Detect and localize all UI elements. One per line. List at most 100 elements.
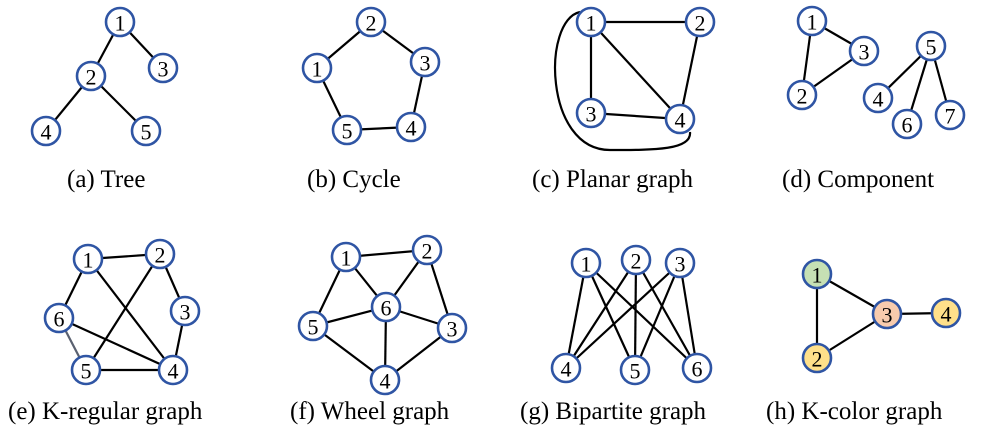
node-5: 5 <box>132 117 160 145</box>
panel-kregular: 1 2 3 4 5 6 (e) K-regular graph <box>0 220 250 441</box>
node-label: 2 <box>86 65 97 90</box>
node-label: 4 <box>941 302 952 327</box>
nodes: 1 2 3 4 5 <box>303 8 439 144</box>
node-label: 2 <box>366 11 377 36</box>
node-label: 6 <box>692 357 703 382</box>
caption-tree: (a) Tree <box>67 166 145 194</box>
node-4: 4 <box>159 356 187 384</box>
node-4: 4 <box>932 299 960 327</box>
node-label: 4 <box>561 357 572 382</box>
node-3: 3 <box>171 297 199 325</box>
node-4: 4 <box>371 366 399 394</box>
node-5: 5 <box>917 32 945 60</box>
edge-2-5 <box>635 260 636 370</box>
node-label: 1 <box>812 263 823 288</box>
node-label: 4 <box>41 120 52 145</box>
node-label: 3 <box>675 252 686 277</box>
node-5: 5 <box>72 356 100 384</box>
node-3: 3 <box>149 54 177 82</box>
node-1: 1 <box>577 8 605 36</box>
node-label: 6 <box>381 296 392 321</box>
nodes: 1 2 3 4 5 <box>32 8 177 145</box>
node-label: 4 <box>380 369 391 394</box>
node-4: 4 <box>552 354 580 382</box>
caption-kregular: (e) K-regular graph <box>8 398 202 426</box>
node-label: 1 <box>341 246 352 271</box>
node-5: 5 <box>299 312 327 340</box>
caption-bipartite: (g) Bipartite graph <box>520 398 706 426</box>
node-7: 7 <box>936 101 964 129</box>
node-label: 1 <box>807 10 818 35</box>
node-2: 2 <box>77 62 105 90</box>
node-1: 1 <box>303 54 331 82</box>
node-5: 5 <box>621 356 649 384</box>
node-label: 3 <box>180 300 191 325</box>
node-label: 6 <box>54 307 65 332</box>
node-label: 1 <box>312 57 323 82</box>
node-label: 5 <box>81 359 92 384</box>
edge-1-4 <box>88 259 173 370</box>
node-2: 2 <box>686 8 714 36</box>
panel-wheel: 1 2 3 4 5 6 (f) Wheel graph <box>250 220 500 441</box>
edges <box>59 254 185 370</box>
caption-cycle: (b) Cycle <box>307 166 401 194</box>
node-1: 1 <box>106 8 134 36</box>
node-label: 4 <box>675 108 686 133</box>
node-label: 5 <box>308 315 319 340</box>
node-label: 7 <box>945 104 956 129</box>
node-label: 2 <box>422 239 433 264</box>
node-2: 2 <box>413 236 441 264</box>
panel-planar: 1 2 3 4 (c) Planar graph <box>500 0 760 220</box>
node-6: 6 <box>893 110 921 138</box>
panel-bipartite: 1 2 3 4 5 6 (g) Bipartite graph <box>500 220 760 441</box>
node-label: 1 <box>581 252 592 277</box>
node-label: 1 <box>83 248 94 273</box>
panel-cycle: 12345 (b) Cycle <box>250 0 500 220</box>
node-label: 3 <box>859 40 870 65</box>
node-3: 3 <box>666 249 694 277</box>
caption-component: (d) Component <box>782 166 934 194</box>
caption-kcolor: (h) K-color graph <box>766 398 942 426</box>
node-label: 5 <box>141 120 152 145</box>
node-2: 2 <box>357 8 385 36</box>
node-3: 3 <box>873 300 901 328</box>
node-6: 6 <box>372 293 400 321</box>
node-2: 2 <box>803 344 831 372</box>
node-3: 3 <box>411 48 439 76</box>
node-label: 1 <box>115 11 126 36</box>
panel-tree: 1 2 3 4 5 (a) Tree <box>0 0 250 220</box>
node-label: 3 <box>882 303 893 328</box>
node-5: 5 <box>333 116 361 144</box>
node-1: 1 <box>74 245 102 273</box>
node-2: 2 <box>788 81 816 109</box>
node-4: 4 <box>864 84 892 112</box>
node-label: 6 <box>902 113 913 138</box>
node-label: 3 <box>586 102 597 127</box>
panel-kcolor: 1 2 3 4 (h) K-color graph <box>760 220 997 441</box>
node-3: 3 <box>438 314 466 342</box>
node-label: 2 <box>797 84 808 109</box>
node-3: 3 <box>850 37 878 65</box>
caption-planar: (c) Planar graph <box>532 166 693 194</box>
node-label: 3 <box>158 57 169 82</box>
edge-1-5 <box>586 263 635 370</box>
node-1: 1 <box>803 260 831 288</box>
node-2: 2 <box>146 240 174 268</box>
node-label: 1 <box>586 11 597 36</box>
node-label: 2 <box>631 249 642 274</box>
node-label: 3 <box>447 317 458 342</box>
node-label: 2 <box>695 11 706 36</box>
node-6: 6 <box>683 354 711 382</box>
node-2: 2 <box>622 246 650 274</box>
node-4: 4 <box>32 117 60 145</box>
node-label: 3 <box>420 51 431 76</box>
node-label: 5 <box>342 119 353 144</box>
node-label: 5 <box>630 359 641 384</box>
node-6: 6 <box>45 304 73 332</box>
nodes: 1 2 3 4 5 6 <box>299 236 466 394</box>
node-1: 1 <box>332 243 360 271</box>
node-1: 1 <box>572 249 600 277</box>
node-label: 4 <box>873 87 884 112</box>
